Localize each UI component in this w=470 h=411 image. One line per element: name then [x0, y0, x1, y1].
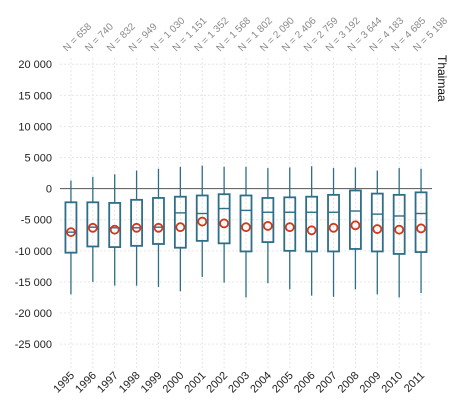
box-2008: [349, 167, 362, 290]
mean-marker: [372, 224, 383, 234]
box-iqr: [108, 202, 122, 248]
box-2010: [392, 168, 406, 298]
mean-marker: [328, 222, 339, 233]
box-iqr: [349, 189, 362, 250]
x-tick-label: 2006: [292, 370, 318, 396]
x-tick-label: 2009: [358, 370, 384, 396]
box-iqr: [414, 191, 428, 253]
x-tick-label: 1997: [95, 370, 121, 396]
box-iqr: [305, 195, 319, 253]
x-tick-label: 2007: [314, 370, 340, 396]
box-2007: [327, 168, 340, 297]
x-tick-label: 2010: [379, 370, 405, 396]
mean-marker: [350, 220, 361, 231]
box-2001: [195, 165, 209, 277]
x-tick-label: 1999: [139, 370, 165, 396]
mean-marker: [284, 222, 295, 233]
y-tick-label: -10 000: [15, 246, 52, 258]
box-1998: [130, 170, 143, 286]
mean-marker: [66, 227, 76, 238]
box-2005: [283, 167, 297, 290]
mean-marker: [219, 218, 230, 229]
y-tick-label: -25 000: [15, 339, 52, 351]
box-series: [64, 165, 428, 298]
y-tick-label: 0: [46, 184, 52, 196]
box-iqr: [173, 195, 187, 249]
box-1995: [64, 180, 78, 295]
x-tick-label: 1995: [51, 370, 77, 396]
y-tick-label: 5 000: [24, 153, 52, 165]
x-tick-label: 2004: [248, 370, 274, 396]
y-tick-label: 10 000: [18, 121, 52, 133]
box-iqr: [86, 201, 100, 248]
x-tick-label: 1996: [73, 370, 99, 396]
mean-marker: [416, 223, 426, 234]
box-iqr: [195, 194, 209, 242]
box-1997: [108, 174, 122, 286]
y-tick-label: 20 000: [18, 59, 52, 71]
x-tick-label: 2003: [226, 370, 252, 396]
box-iqr: [283, 196, 297, 252]
panel-title: Thaimaa: [435, 55, 449, 102]
mean-marker: [394, 224, 405, 235]
box-2003: [239, 166, 253, 298]
y-tick-label: 15 000: [18, 90, 52, 102]
box-iqr: [370, 192, 384, 253]
box-iqr: [217, 193, 231, 245]
box-2004: [261, 168, 275, 284]
mean-marker: [175, 222, 186, 233]
mean-marker: [241, 222, 251, 233]
box-iqr: [239, 194, 253, 253]
box-iqr: [327, 193, 340, 253]
y-tick-label: -20 000: [15, 308, 52, 320]
x-tick-label: 2000: [161, 370, 187, 396]
box-2002: [217, 166, 231, 283]
box-2011: [414, 168, 428, 294]
mean-marker: [306, 225, 317, 236]
box-iqr: [130, 198, 143, 247]
x-tick-label: 2001: [183, 370, 209, 396]
x-tick-label: 2002: [204, 370, 230, 396]
mean-marker: [109, 224, 120, 235]
mean-marker: [262, 221, 273, 231]
box-2006: [305, 166, 319, 296]
box-2009: [370, 170, 384, 295]
mean-marker: [197, 216, 208, 227]
box-2000: [173, 166, 187, 292]
mean-marker: [131, 222, 142, 233]
box-iqr: [261, 197, 275, 244]
x-tick-label: 2008: [336, 370, 362, 396]
y-tick-label: -15 000: [15, 277, 52, 289]
box-iqr: [392, 193, 406, 255]
x-tick-label: 1998: [117, 370, 143, 396]
box-1996: [86, 176, 100, 282]
box-iqr: [64, 201, 78, 254]
mean-marker: [153, 222, 164, 233]
y-axis-ticks: 20 000 15 000 10 000 5 000 0 -5 000 -10 000 -15…: [15, 59, 52, 351]
box-iqr: [152, 197, 165, 245]
x-tick-label: 2005: [270, 370, 296, 396]
x-axis-ticks: 1995199619971998199920002001200220032004…: [51, 370, 427, 396]
mean-marker: [87, 222, 98, 233]
x-tick-label: 2011: [402, 370, 427, 395]
box-1999: [152, 168, 165, 287]
y-tick-label: -5 000: [21, 215, 52, 227]
